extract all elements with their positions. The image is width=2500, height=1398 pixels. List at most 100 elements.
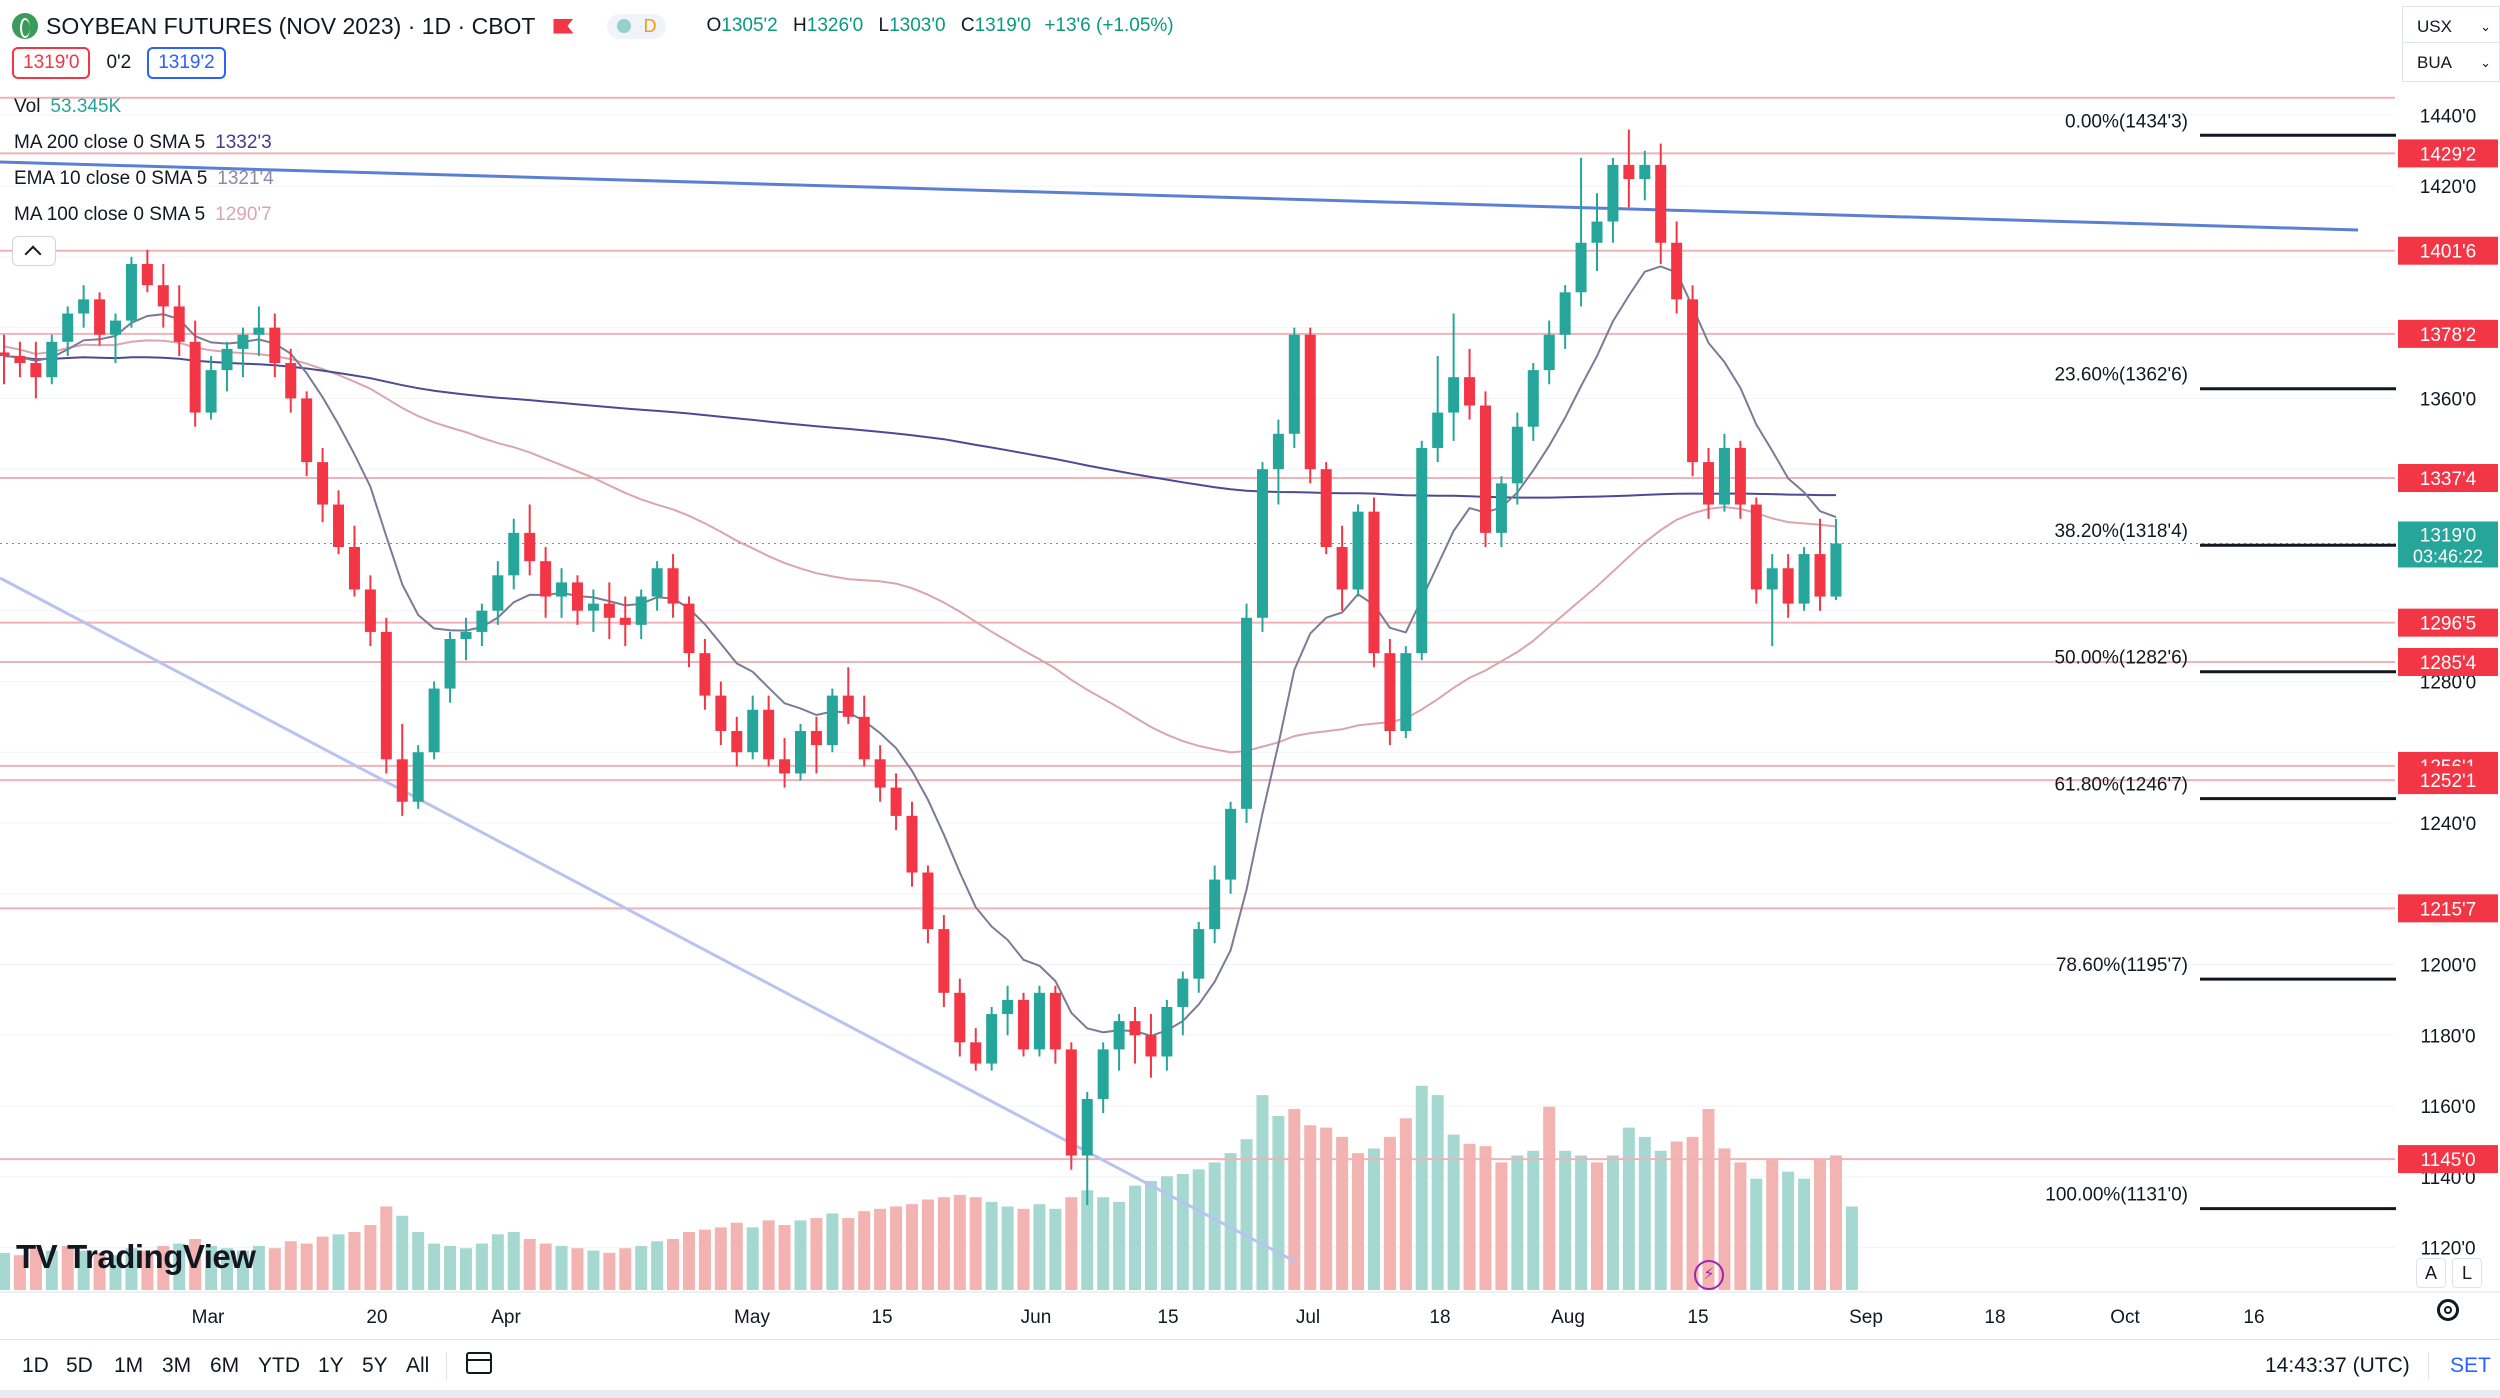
price-level-tag-bg (2398, 1145, 2498, 1174)
legend-ma200[interactable]: MA 200 close 0 SMA 5 1332'3 (14, 132, 272, 154)
time-tick-label: Jul (1296, 1307, 1320, 1328)
volume-bar (651, 1241, 664, 1290)
price-level-tag-bg (2398, 894, 2498, 923)
collapse-legend-button[interactable] (12, 236, 56, 266)
candle (1256, 462, 1268, 632)
timeframe-ytd[interactable]: YTD (258, 1354, 300, 1377)
flag-icon[interactable] (553, 18, 574, 34)
horizontal-levels (0, 96, 2395, 1161)
candle-body (125, 263, 137, 321)
candle-body (1288, 334, 1300, 434)
candle-body (667, 568, 679, 604)
buy-button[interactable]: 1319'2 (147, 47, 226, 79)
fib-level-label: 0.00%(1434'3) (2065, 111, 2188, 132)
calendar-icon[interactable] (466, 1352, 492, 1374)
timeframe-1m[interactable]: 1M (114, 1354, 144, 1377)
candle (78, 285, 90, 328)
volume-bar (1527, 1150, 1540, 1290)
volume-bar (221, 1248, 234, 1290)
currency-select[interactable]: USX ⌄ (2402, 6, 2500, 46)
price-tick-label: 1120'0 (2420, 1239, 2475, 1260)
candle (1161, 999, 1173, 1071)
unit-select[interactable]: BUA ⌄ (2402, 42, 2500, 82)
tradingview-logo[interactable]: TV TradingView (16, 1238, 256, 1276)
time-axis[interactable]: Mar 20 Apr May 15 Jun 15 Jul 18 Aug 15 Sep 18 Oct 16 (0, 1291, 2500, 1328)
timeframe-3m[interactable]: 3M (162, 1354, 192, 1377)
candle (396, 723, 408, 816)
candle-body (1241, 617, 1253, 809)
log-scale-button[interactable]: L (2452, 1258, 2482, 1288)
candle (874, 745, 886, 802)
candle-body (1209, 879, 1221, 930)
candle-body (348, 547, 360, 590)
candle (1352, 504, 1364, 597)
candle (1591, 193, 1603, 272)
timeframe-all[interactable]: All (406, 1354, 430, 1377)
legend-ma100[interactable]: MA 100 close 0 SMA 5 1290'7 (14, 204, 272, 226)
candle (1209, 865, 1221, 944)
candle (0, 334, 10, 385)
volume-bar (1017, 1208, 1030, 1290)
candle-body (986, 1014, 998, 1064)
high-value: 1326'0 (806, 15, 864, 36)
volume-bar (109, 1255, 122, 1290)
candle-body (1145, 1035, 1157, 1057)
candle-body (970, 1042, 982, 1064)
fibonacci-retracement[interactable]: 0.00%(1434'3) 23.60%(1362'6) 38.20%(1318'4… (2045, 111, 2397, 1211)
session-button[interactable]: SET (2450, 1354, 2491, 1377)
price-tick-label: 1280'0 (2420, 672, 2476, 693)
volume-bar (523, 1238, 536, 1290)
volume-bar (1702, 1109, 1715, 1290)
candle (157, 263, 169, 328)
candle-body (1671, 242, 1683, 300)
candle-body (1049, 992, 1061, 1050)
candle-body (444, 639, 456, 689)
price-axis[interactable]: 1440'0 1420'0 1360'0 1280'0 1240'0 1200'0 1180… (2396, 52, 2500, 1290)
tradingview-logo-icon: TV (16, 1238, 58, 1275)
market-status[interactable]: D (607, 13, 667, 39)
volume-bar (1686, 1136, 1699, 1290)
timeframe-1d[interactable]: 1D (22, 1354, 49, 1377)
timeframe-6m[interactable]: 6M (210, 1354, 240, 1377)
candle (1145, 1014, 1157, 1078)
unit-value: BUA (2417, 53, 2452, 72)
trade-buttons: 1319'0 0'2 1319'2 (12, 47, 226, 79)
price-level-tag: 1215'7 (2398, 894, 2498, 923)
gear-icon[interactable] (2437, 1299, 2459, 1321)
legend-ema10[interactable]: EMA 10 close 0 SMA 5 1321'4 (14, 168, 274, 190)
price-tick-label: 1180'0 (2420, 1026, 2475, 1047)
candle (571, 575, 583, 625)
sell-button[interactable]: 1319'0 (12, 47, 91, 79)
symbol-title[interactable]: SOYBEAN FUTURES (NOV 2023) · 1D · CBOT (46, 12, 536, 39)
clock[interactable]: 14:43:37 (UTC) (2265, 1354, 2410, 1377)
volume-bar (1591, 1162, 1603, 1290)
candle-body (683, 603, 695, 654)
legend-volume[interactable]: Vol 53.345K (14, 96, 121, 118)
legend-value: 53.345K (50, 96, 122, 117)
volume-bar (714, 1227, 727, 1290)
candle (938, 914, 950, 1007)
candle (205, 355, 217, 420)
lightning-icon[interactable]: ⚡ (1694, 1260, 1724, 1290)
timeframe-5d[interactable]: 5D (66, 1354, 93, 1377)
candle (1368, 497, 1380, 668)
candle-body (1639, 164, 1651, 180)
candle-body (938, 929, 950, 993)
candle-body (747, 709, 759, 753)
candles (0, 129, 1842, 1206)
volume-bar (396, 1215, 409, 1290)
candle (1177, 971, 1189, 1036)
candle (810, 716, 822, 774)
timeframe-1y[interactable]: 1Y (318, 1354, 344, 1377)
time-tick-label: Oct (2110, 1307, 2140, 1328)
time-tick-label: Mar (192, 1307, 225, 1328)
candle (540, 547, 552, 618)
timeframe-5y[interactable]: 5Y (362, 1354, 388, 1377)
candle (986, 1006, 998, 1071)
volume-bar (316, 1236, 329, 1290)
auto-scale-button[interactable]: A (2416, 1258, 2446, 1288)
candle (1766, 554, 1778, 647)
horizontal-scrollbar[interactable] (0, 1390, 2500, 1398)
price-level-tag-label: 1215'7 (2420, 899, 2476, 920)
